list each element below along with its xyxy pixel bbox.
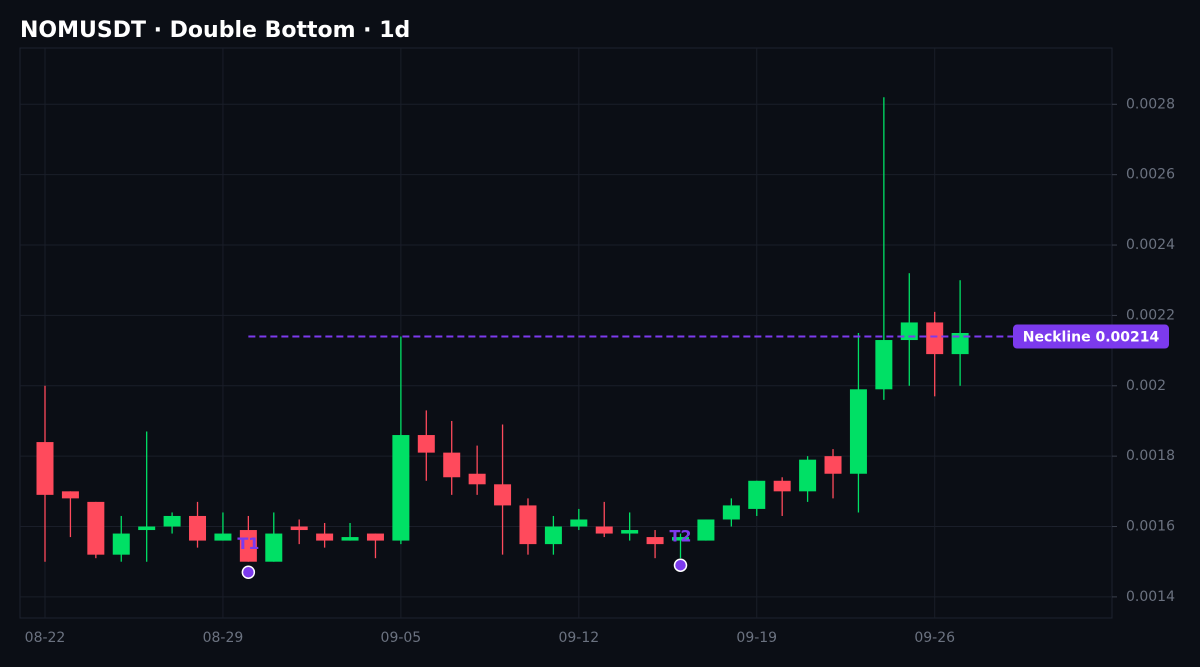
candle-body: [849, 389, 867, 474]
y-tick-label: 0.0028: [1126, 96, 1175, 112]
y-tick-label: 0.0022: [1126, 307, 1175, 323]
candle-body: [341, 537, 359, 541]
candle-body: [494, 484, 512, 506]
candle-body: [926, 322, 944, 355]
candle-body: [163, 515, 181, 527]
candle-body: [138, 526, 156, 531]
candle-body: [290, 526, 308, 531]
candle-body: [239, 530, 257, 562]
candle-body: [672, 537, 689, 541]
y-tick-label: 0.002: [1126, 378, 1166, 394]
neckline-label-box: [1013, 324, 1169, 349]
candle-body: [951, 333, 969, 355]
candle-body: [61, 491, 79, 499]
candle-body: [544, 526, 562, 545]
candle-body: [265, 533, 283, 562]
candle-body: [595, 526, 613, 534]
pattern-point: [673, 558, 688, 572]
candle-body: [417, 435, 435, 453]
candle-body: [36, 442, 54, 495]
candle-body: [697, 519, 715, 541]
candle-body: [87, 501, 105, 555]
candle-body: [392, 435, 410, 541]
candle-body: [214, 533, 232, 541]
y-tick-label: 0.0016: [1126, 519, 1175, 535]
y-tick-label: 0.0014: [1126, 589, 1175, 605]
x-tick-label: 09-12: [558, 630, 599, 646]
candle-body: [316, 533, 334, 541]
x-tick-label: 08-29: [203, 630, 244, 646]
candle-body: [443, 452, 461, 478]
pattern-point-label: T1: [237, 534, 259, 553]
candle-body: [366, 533, 384, 541]
candle-body: [799, 459, 817, 492]
chart-title: NOMUSDT · Double Bottom · 1d: [20, 18, 410, 43]
candle-body: [722, 505, 740, 520]
candle-body: [570, 519, 588, 527]
candle-body: [468, 473, 486, 485]
candle-body: [112, 533, 130, 555]
candle-body: [646, 537, 664, 545]
pattern-point: [241, 565, 256, 580]
candle-body: [773, 480, 791, 492]
y-tick-label: 0.0018: [1126, 448, 1175, 464]
candle-body: [824, 456, 842, 474]
pattern-point-label: T2: [669, 527, 691, 546]
y-tick-label: 0.0024: [1126, 237, 1175, 253]
candle-body: [748, 480, 766, 509]
candle-body: [189, 515, 207, 541]
x-tick-label: 09-26: [914, 630, 955, 646]
x-tick-label: 09-05: [381, 630, 422, 646]
candle-body: [621, 530, 639, 534]
candle-body: [519, 505, 537, 545]
x-tick-label: 08-22: [25, 630, 66, 646]
neckline-label: Neckline 0.00214: [1023, 330, 1160, 346]
y-tick-label: 0.0026: [1126, 167, 1175, 183]
candle-body: [875, 340, 893, 390]
x-tick-label: 09-19: [736, 630, 777, 646]
